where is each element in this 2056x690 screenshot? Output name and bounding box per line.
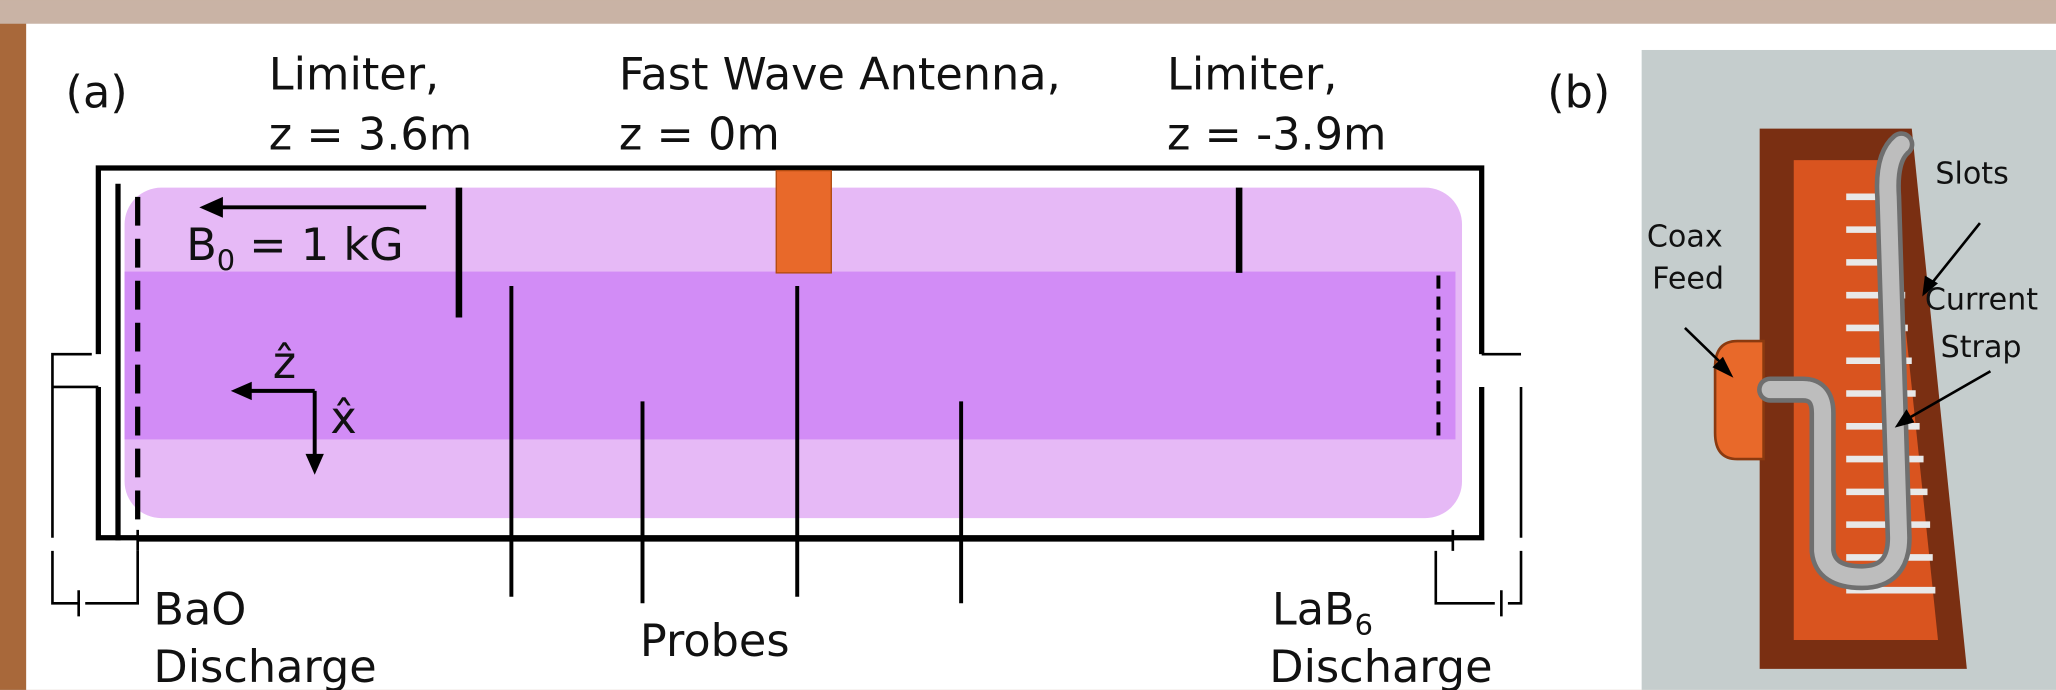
frame-left [0, 24, 26, 690]
label: z = 3.6m [269, 109, 472, 161]
label: Discharge [1269, 641, 1492, 690]
label: LaB [1272, 583, 1355, 635]
label: B [186, 219, 217, 271]
subscript: 0 [217, 243, 235, 277]
label: Limiter, [269, 48, 439, 100]
label: Discharge [153, 641, 376, 690]
label: BaO [153, 583, 246, 635]
label: Limiter, [1167, 48, 1337, 100]
label: z = 0m [619, 109, 780, 161]
axis-label: x̂ [330, 392, 356, 444]
figure: (a) Limiter, z = 3.6m Fast Wave Antenna,… [0, 0, 2056, 690]
label: Fast Wave Antenna, [619, 48, 1061, 100]
panel-label: (b) [1547, 67, 1610, 119]
panel-label: (a) [66, 67, 128, 119]
label: Feed [1652, 262, 1724, 297]
subscript: 6 [1355, 608, 1373, 642]
label: z = -3.9m [1167, 109, 1387, 161]
label: Coax [1647, 220, 1723, 255]
axis-label: ẑ [273, 337, 296, 389]
label: Slots [1935, 157, 2008, 192]
page: (a) Limiter, z = 3.6m Fast Wave Antenna,… [0, 0, 2056, 690]
label: = 1 kG [235, 219, 404, 271]
label: Current [1925, 283, 2038, 318]
antenna [776, 171, 831, 273]
label: Strap [1941, 330, 2022, 365]
label: Probes [640, 615, 790, 667]
plasma-core [125, 272, 1456, 440]
